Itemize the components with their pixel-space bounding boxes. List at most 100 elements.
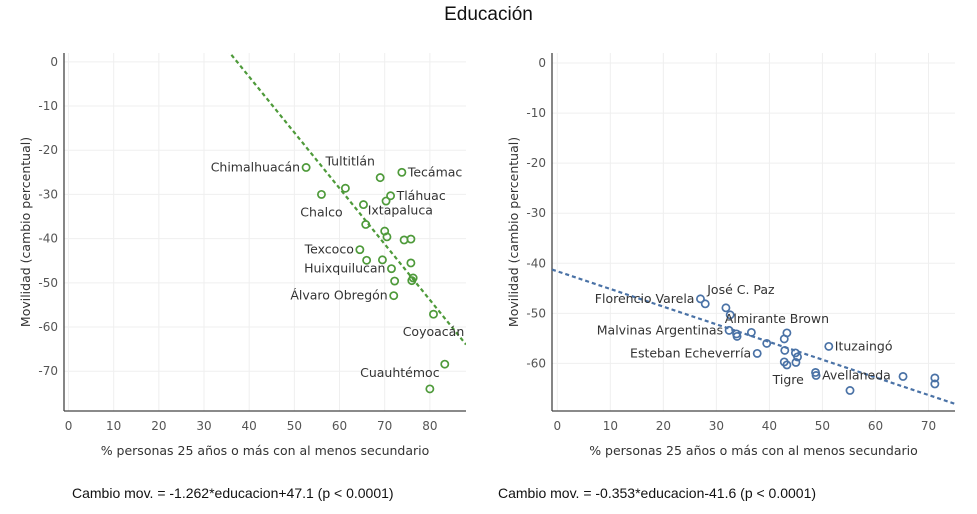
data-point bbox=[779, 334, 789, 344]
data-point bbox=[389, 291, 399, 301]
data-point bbox=[898, 372, 908, 381]
data-point bbox=[440, 359, 450, 369]
point-label: Tláhuac bbox=[396, 188, 446, 203]
point-label: Ixtapaluca bbox=[368, 202, 433, 217]
x-axis-label: % personas 25 años o más con al menos se… bbox=[101, 443, 430, 458]
x-tick-label: 50 bbox=[815, 419, 830, 433]
x-tick-label: 40 bbox=[762, 419, 777, 433]
y-tick-label: -60 bbox=[526, 356, 546, 370]
point-label: Chimalhuacán bbox=[211, 159, 300, 174]
point-label: Álvaro Obregón bbox=[290, 288, 387, 303]
x-tick-label: 20 bbox=[151, 419, 166, 433]
data-point bbox=[382, 232, 392, 242]
data-point bbox=[732, 331, 742, 341]
y-tick-label: -50 bbox=[526, 306, 546, 320]
y-tick-label: -40 bbox=[526, 256, 546, 270]
y-tick-label: -30 bbox=[38, 187, 58, 201]
data-point bbox=[725, 310, 735, 320]
point-label: Florencio Varela bbox=[595, 291, 695, 306]
data-point bbox=[355, 245, 365, 255]
y-tick-label: -50 bbox=[38, 276, 58, 290]
y-tick-label: -60 bbox=[38, 320, 58, 334]
y-tick-label: -20 bbox=[38, 143, 58, 157]
data-point bbox=[397, 167, 407, 177]
x-tick-label: 60 bbox=[868, 419, 883, 433]
data-point bbox=[930, 373, 940, 383]
x-tick-label: 10 bbox=[106, 419, 121, 433]
x-axis-label: % personas 25 años o más con al menos se… bbox=[589, 443, 918, 458]
point-label: Esteban Echeverría bbox=[630, 345, 751, 360]
point-label: Huixquilucan bbox=[304, 261, 385, 276]
data-point bbox=[375, 173, 385, 183]
figure-title: Educación bbox=[444, 4, 533, 25]
data-point bbox=[359, 200, 368, 210]
x-tick-label: 40 bbox=[242, 419, 257, 433]
trend-line bbox=[552, 268, 955, 405]
point-label: José C. Paz bbox=[706, 282, 775, 297]
scatter-chart-left: 0 10 20 30 40 50 60 70 80 0 -10 -20 -30 -40 -50 -60 -70%… bbox=[18, 53, 466, 458]
data-point bbox=[930, 379, 940, 389]
y-tick-label: -20 bbox=[526, 156, 546, 170]
data-point bbox=[793, 352, 802, 362]
point-label: Texcoco bbox=[304, 242, 354, 257]
equation-right: Cambio mov. = -0.353*educacion-41.6 (p <… bbox=[498, 485, 817, 501]
data-point bbox=[361, 220, 371, 229]
x-tick-label: 30 bbox=[709, 419, 724, 433]
point-label: Tultitlán bbox=[324, 154, 374, 169]
x-tick-label: 50 bbox=[287, 419, 302, 433]
data-point bbox=[746, 327, 756, 337]
x-tick-label: 30 bbox=[196, 419, 211, 433]
y-tick-label: -30 bbox=[526, 206, 546, 220]
x-tick-label: 0 bbox=[553, 419, 561, 433]
data-point bbox=[317, 189, 326, 199]
point-label: Coyoacán bbox=[403, 324, 465, 339]
data-point bbox=[724, 325, 734, 335]
x-tick-label: 0 bbox=[65, 419, 73, 433]
data-point bbox=[782, 360, 792, 370]
data-point bbox=[824, 341, 834, 351]
data-point bbox=[301, 163, 311, 172]
data-point bbox=[406, 234, 416, 244]
data-point bbox=[390, 276, 400, 286]
data-point bbox=[340, 183, 350, 193]
data-point bbox=[721, 303, 731, 313]
y-tick-label: -70 bbox=[38, 364, 58, 378]
data-point bbox=[696, 294, 705, 304]
data-point bbox=[780, 345, 790, 355]
data-point bbox=[791, 357, 801, 367]
x-tick-label: 10 bbox=[603, 419, 618, 433]
point-label: Chalco bbox=[300, 204, 342, 219]
x-tick-label: 20 bbox=[656, 419, 671, 433]
equation-left: Cambio mov. = -1.262*educacion+47.1 (p <… bbox=[72, 485, 394, 501]
point-label: Almirante Brown bbox=[725, 311, 829, 326]
x-tick-label: 70 bbox=[377, 419, 392, 433]
data-point bbox=[425, 384, 435, 394]
data-point bbox=[386, 191, 396, 201]
trend-line bbox=[228, 53, 466, 346]
point-label: Tigre bbox=[772, 372, 805, 387]
x-tick-label: 60 bbox=[332, 419, 347, 433]
y-tick-label: 0 bbox=[538, 56, 546, 70]
data-point bbox=[381, 196, 391, 206]
point-label: Cuauhtémoc bbox=[360, 365, 440, 380]
data-point bbox=[362, 255, 372, 265]
point-label: Malvinas Argentinas bbox=[597, 322, 723, 337]
x-tick-label: 80 bbox=[422, 419, 437, 433]
data-point bbox=[387, 264, 396, 274]
data-point bbox=[752, 348, 762, 358]
data-point bbox=[845, 386, 855, 395]
data-point bbox=[429, 309, 438, 319]
y-tick-label: -40 bbox=[38, 232, 58, 246]
point-label: Tecámac bbox=[407, 164, 463, 179]
y-tick-label: 0 bbox=[50, 55, 58, 69]
y-axis-label: Movilidad (cambio percentual) bbox=[18, 137, 33, 327]
data-point bbox=[811, 371, 821, 380]
data-point bbox=[408, 273, 418, 283]
point-label: Avellaneda bbox=[822, 367, 891, 382]
y-axis-label: Movilidad (cambio percentual) bbox=[506, 137, 521, 327]
data-point bbox=[762, 338, 772, 348]
y-tick-label: -10 bbox=[38, 99, 58, 113]
data-point bbox=[700, 299, 710, 309]
data-point bbox=[406, 258, 416, 268]
